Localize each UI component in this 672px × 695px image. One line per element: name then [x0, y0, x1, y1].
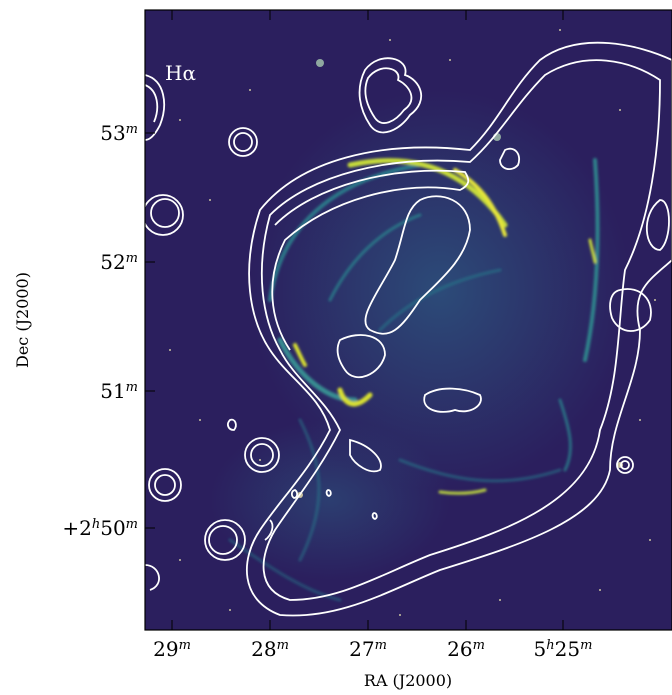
contours — [145, 41, 672, 617]
y-axis-label: Dec (J2000) — [13, 272, 32, 368]
y-tick-labels: 53m 52m 51m +2h50m — [62, 121, 138, 540]
outer-contour — [246, 41, 672, 617]
axis-ticks — [145, 10, 564, 630]
halpha-image: Hα — [145, 10, 672, 630]
xtick-label: 27m — [349, 637, 387, 661]
xtick-label: 5h25m — [534, 637, 593, 661]
xtick-label: 26m — [447, 637, 485, 661]
plot-frame — [144, 9, 672, 631]
tail-glow — [210, 420, 450, 580]
inner-contour — [261, 59, 661, 601]
ytick-label: 52m — [100, 250, 138, 274]
x-tick-labels: 29m 28m 27m 26m 5h25m — [153, 637, 592, 661]
xtick-label: 29m — [153, 637, 191, 661]
xtick-label: 28m — [251, 637, 289, 661]
ytick-label: 53m — [100, 121, 138, 145]
ytick-label: +2h50m — [62, 516, 138, 540]
band-label: Hα — [165, 61, 196, 85]
ytick-label: 51m — [100, 379, 138, 403]
x-axis-label: RA (J2000) — [364, 671, 452, 690]
